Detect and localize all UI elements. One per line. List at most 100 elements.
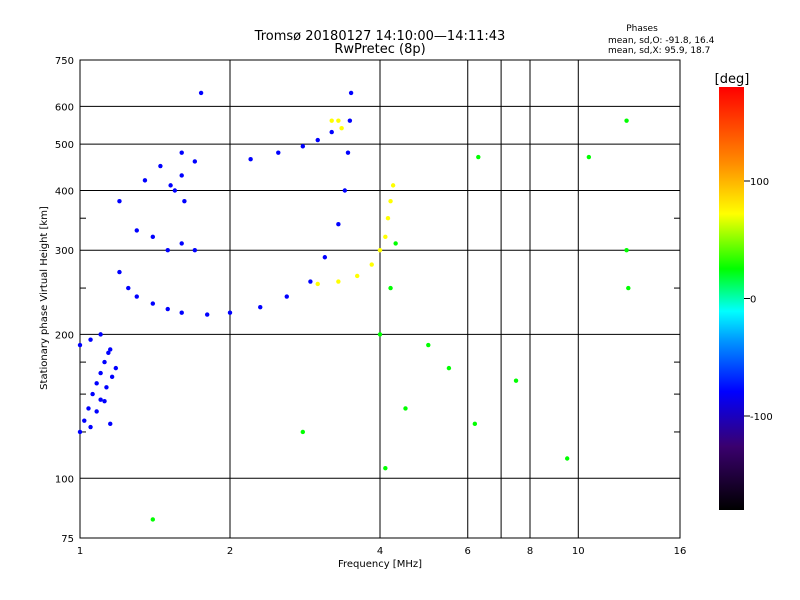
data-point bbox=[77, 429, 83, 435]
y-tick-label: 75 bbox=[61, 534, 74, 545]
data-point bbox=[322, 255, 328, 260]
data-point bbox=[117, 269, 122, 275]
data-point bbox=[108, 421, 113, 427]
data-point bbox=[446, 365, 452, 371]
y-tick-label: 400 bbox=[55, 186, 74, 197]
data-point bbox=[403, 406, 408, 411]
data-point bbox=[104, 385, 109, 390]
colorbar-tick-label: -100 bbox=[750, 412, 773, 423]
colorbar-label: [deg] bbox=[715, 72, 750, 87]
data-point bbox=[284, 294, 289, 299]
x-tick-label: 16 bbox=[674, 546, 687, 557]
data-point bbox=[227, 310, 233, 315]
data-point bbox=[329, 129, 334, 135]
data-point bbox=[102, 398, 107, 404]
data-point bbox=[142, 178, 148, 183]
y-tick-label: 200 bbox=[55, 330, 74, 341]
data-point bbox=[168, 183, 173, 188]
data-point bbox=[390, 183, 396, 188]
data-point bbox=[383, 465, 388, 471]
colorbar-tick-label: 100 bbox=[750, 177, 769, 188]
data-point bbox=[345, 150, 351, 155]
y-tick-label: 300 bbox=[55, 246, 74, 257]
data-point bbox=[179, 173, 184, 178]
data-point bbox=[348, 90, 354, 96]
data-point bbox=[134, 228, 139, 233]
data-point bbox=[98, 332, 103, 337]
x-tick-label: 1 bbox=[77, 546, 83, 557]
data-point bbox=[88, 424, 93, 430]
colorbar-tick-label: 0 bbox=[750, 295, 756, 306]
colorbar-ticks: 100 0 -100 bbox=[744, 177, 773, 423]
colorbar bbox=[719, 87, 744, 510]
data-point bbox=[383, 234, 388, 240]
data-point bbox=[94, 381, 99, 386]
data-point bbox=[109, 374, 115, 380]
data-point bbox=[315, 281, 320, 287]
info-heading: Phases bbox=[626, 24, 658, 34]
data-point bbox=[336, 118, 341, 123]
data-point bbox=[77, 342, 83, 348]
data-point bbox=[113, 365, 119, 371]
data-point bbox=[308, 279, 313, 284]
x-tick-label: 2 bbox=[227, 546, 233, 557]
data-point bbox=[204, 312, 210, 317]
data-point bbox=[393, 241, 398, 246]
y-axis-label: Stationary phase Virtual Height [km] bbox=[39, 206, 50, 390]
data-point bbox=[369, 262, 374, 267]
data-point bbox=[165, 248, 170, 253]
data-point bbox=[82, 418, 87, 423]
data-point bbox=[586, 154, 592, 160]
data-point bbox=[385, 216, 391, 221]
data-point bbox=[315, 137, 320, 143]
data-point bbox=[98, 397, 103, 402]
data-point bbox=[165, 306, 170, 312]
y-tick-labels: 75 100 200 300 400 500 600 750 bbox=[55, 56, 74, 545]
data-point bbox=[172, 188, 178, 193]
data-point bbox=[88, 337, 93, 342]
x-tick-label: 4 bbox=[377, 546, 383, 557]
data-point bbox=[179, 241, 184, 246]
data-point bbox=[342, 188, 348, 193]
x-axis-label: Frequency [MHz] bbox=[338, 559, 422, 570]
chart-title: Tromsø 20180127 14:10:00—14:11:43 bbox=[254, 29, 506, 44]
data-points bbox=[77, 90, 631, 522]
grid-lines bbox=[79, 59, 681, 539]
data-point bbox=[192, 248, 198, 253]
data-point bbox=[476, 154, 481, 160]
data-point bbox=[106, 350, 111, 356]
data-point bbox=[158, 163, 163, 169]
data-point bbox=[339, 125, 344, 131]
data-point bbox=[117, 198, 122, 204]
data-point bbox=[624, 118, 629, 123]
data-point bbox=[354, 273, 360, 279]
data-point bbox=[248, 157, 253, 162]
data-point bbox=[192, 159, 198, 164]
data-point bbox=[150, 301, 156, 306]
data-point bbox=[336, 279, 341, 284]
info-line-x: mean, sd,X: 95.9, 18.7 bbox=[608, 46, 710, 56]
data-point bbox=[426, 342, 431, 348]
data-point bbox=[108, 347, 113, 352]
x-tick-labels: 1 2 4 6 8 10 16 bbox=[77, 546, 687, 557]
data-point bbox=[258, 304, 263, 310]
data-point bbox=[276, 150, 281, 155]
data-point bbox=[347, 118, 353, 123]
data-point bbox=[126, 285, 131, 291]
data-point bbox=[90, 391, 95, 397]
data-point bbox=[134, 294, 139, 299]
data-point bbox=[388, 198, 393, 204]
chart-subtitle: RwPretec (8p) bbox=[334, 42, 425, 57]
data-point bbox=[624, 248, 629, 253]
data-point bbox=[86, 406, 91, 411]
data-point bbox=[98, 370, 103, 376]
data-point bbox=[179, 310, 184, 315]
y-tick-label: 100 bbox=[55, 474, 74, 485]
data-point bbox=[564, 456, 570, 461]
x-tick-label: 6 bbox=[465, 546, 471, 557]
data-point bbox=[377, 332, 383, 337]
data-point bbox=[182, 198, 187, 204]
y-tick-label: 500 bbox=[55, 140, 74, 151]
data-point bbox=[102, 359, 107, 365]
